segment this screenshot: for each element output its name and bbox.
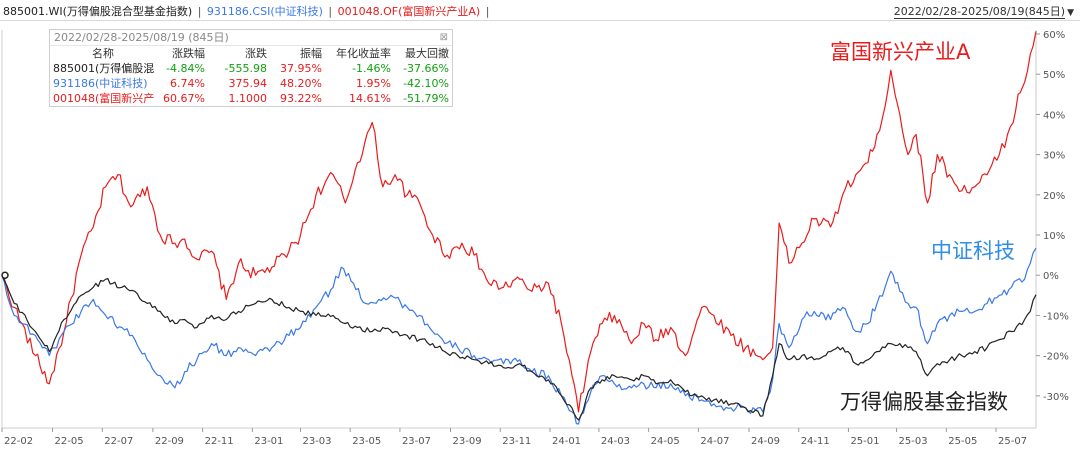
legend-index[interactable]: 885001.WI(万得偏股混合型基金指数): [3, 5, 193, 18]
index-series-label: 万得偏股基金指数: [840, 390, 1008, 414]
performance-chart: 60% 50% 40% 30% 20% 10% 0% -10% -20% -30% 22-02 22-…: [1, 30, 1069, 447]
x-tick-label: 22-05: [55, 436, 84, 447]
row-name: 931186(中证科技): [53, 77, 148, 90]
col-header-change: 涨跌: [245, 47, 267, 60]
tech-series-label: 中证科技: [931, 239, 1015, 263]
cell-change-pct: 6.74%: [170, 77, 205, 90]
start-marker: [1, 271, 9, 279]
cell-annual-return: 14.61%: [349, 92, 391, 105]
chart-header-bar: 885001.WI(万得偏股混合型基金指数) | 931186.CSI(中证科技…: [0, 0, 1080, 21]
x-tick-label: 23-05: [352, 436, 381, 447]
x-tick-label: 22-07: [104, 436, 133, 447]
series-legend: 885001.WI(万得偏股混合型基金指数) | 931186.CSI(中证科技…: [3, 3, 491, 19]
stats-header-row: 名称 涨跌幅 涨跌 振幅 年化收益率 最大回撤: [50, 46, 452, 61]
x-tick-label: 23-09: [453, 436, 482, 447]
table-row[interactable]: 001048(富国新兴产 60.67% 1.1000 93.22% 14.61%…: [50, 91, 452, 106]
x-tick-label: 24-11: [801, 436, 830, 447]
legend-separator: |: [328, 5, 333, 18]
date-range-label[interactable]: 2022/02/28-2025/08/19(845日): [893, 5, 1066, 19]
y-tick-label: 20%: [1043, 191, 1065, 202]
row-name: 001048(富国新兴产: [53, 92, 155, 105]
y-tick-label: -20%: [1043, 352, 1069, 363]
legend-separator: |: [197, 5, 202, 18]
x-tick-label: 25-07: [998, 436, 1027, 447]
col-header-annual-return: 年化收益率: [336, 47, 391, 60]
fund-series-label: 富国新兴产业A: [830, 40, 971, 64]
col-header-max-drawdown: 最大回撤: [405, 47, 449, 60]
date-range-selector[interactable]: 2022/02/28-2025/08/19(845日) ▼: [893, 3, 1074, 19]
cell-max-drawdown: -42.10%: [403, 77, 449, 90]
cell-max-drawdown: -51.79%: [403, 92, 449, 105]
stats-range-label: 2022/02/28-2025/08/19 (845日): [54, 31, 229, 44]
legend-trailing-separator: |: [485, 5, 490, 18]
x-tick-label: 23-03: [302, 436, 331, 447]
cell-change-pct: -4.84%: [166, 62, 205, 75]
table-row[interactable]: 885001(万得偏股混 -4.84% -555.98 37.95% -1.46…: [50, 61, 452, 76]
y-tick-label: 0%: [1043, 271, 1059, 282]
x-tick-label: 24-01: [552, 436, 581, 447]
x-tick-label: 24-09: [751, 436, 780, 447]
cell-change: -555.98: [224, 62, 267, 75]
x-tick-label: 24-03: [601, 436, 630, 447]
fund-line: [1, 31, 1037, 413]
x-tick-label: 25-01: [850, 436, 879, 447]
stats-table: 名称 涨跌幅 涨跌 振幅 年化收益率 最大回撤 885001(万得偏股混 -4.…: [50, 46, 452, 106]
x-tick-label: 23-11: [502, 436, 531, 447]
y-tick-label: -30%: [1043, 392, 1069, 403]
cell-annual-return: 1.95%: [356, 77, 391, 90]
y-tick-label: 50%: [1043, 70, 1065, 81]
x-tick-label: 22-09: [155, 436, 184, 447]
stats-range: 2022/02/28-2025/08/19 (845日) ⊠: [50, 30, 452, 46]
cell-change: 375.94: [228, 77, 268, 90]
x-tick-label: 25-03: [899, 436, 928, 447]
y-tick-label: 40%: [1043, 110, 1065, 121]
x-tick-label: 25-05: [948, 436, 977, 447]
col-header-amplitude: 振幅: [300, 47, 322, 60]
y-tick-label: 30%: [1043, 151, 1065, 162]
cell-change-pct: 60.67%: [163, 92, 205, 105]
table-row[interactable]: 931186(中证科技) 6.74% 375.94 48.20% 1.95% -…: [50, 76, 452, 91]
cell-amplitude: 93.22%: [280, 92, 322, 105]
cell-amplitude: 48.20%: [280, 77, 322, 90]
x-tick-label: 24-05: [651, 436, 680, 447]
col-header-change-pct: 涨跌幅: [172, 47, 205, 60]
cell-change: 1.1000: [228, 92, 268, 105]
y-tick-label: -10%: [1043, 311, 1069, 322]
cell-annual-return: -1.46%: [352, 62, 391, 75]
legend-fund[interactable]: 001048.OF(富国新兴产业A): [337, 5, 481, 18]
legend-tech[interactable]: 931186.CSI(中证科技): [206, 5, 323, 18]
index-line: [1, 274, 1037, 421]
y-tick-label: 60%: [1043, 30, 1065, 41]
col-header-name: 名称: [92, 47, 114, 60]
x-tick-label: 22-02: [4, 436, 33, 447]
x-tick-label: 24-07: [700, 436, 729, 447]
close-icon[interactable]: ⊠: [439, 32, 448, 43]
row-name: 885001(万得偏股混: [53, 62, 155, 75]
x-tick-label: 23-07: [402, 436, 431, 447]
y-tick-label: 10%: [1043, 231, 1065, 242]
x-tick-label: 23-01: [254, 436, 283, 447]
tech-line: [1, 247, 1037, 425]
dropdown-caret-icon[interactable]: ▼: [1067, 8, 1074, 18]
cell-max-drawdown: -37.66%: [403, 62, 449, 75]
x-tick-label: 22-11: [205, 436, 234, 447]
cell-amplitude: 37.95%: [280, 62, 322, 75]
stats-panel: 2022/02/28-2025/08/19 (845日) ⊠ 名称 涨跌幅 涨跌…: [49, 29, 453, 107]
